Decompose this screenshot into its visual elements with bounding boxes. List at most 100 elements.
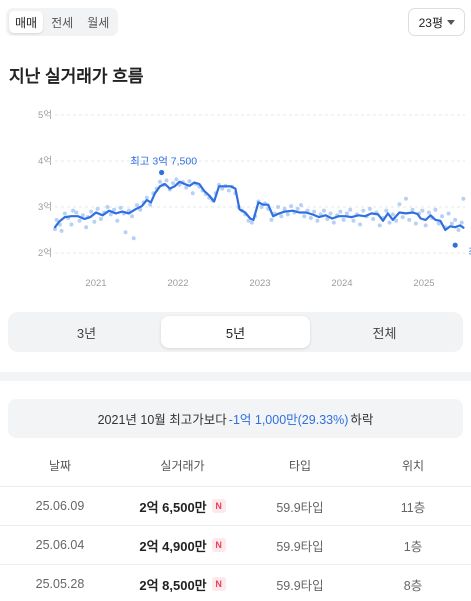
header-date: 날짜 xyxy=(48,458,72,473)
max-price-label: 최고 3억 7,500 xyxy=(130,156,197,168)
chart-grid xyxy=(55,114,465,254)
transaction-dot xyxy=(69,222,74,227)
tab-all[interactable]: 전체 xyxy=(372,325,397,341)
tab-sale[interactable]: 매매 xyxy=(9,11,44,33)
transaction-dot xyxy=(315,218,320,223)
deal-type-tabs: 매매 전세 월세 xyxy=(6,8,119,36)
table-row[interactable]: 25.05.28 2억 8,500만 N 59.9타입 8층 xyxy=(0,564,471,601)
transaction-dot xyxy=(433,207,438,212)
transaction-dot xyxy=(108,212,113,217)
transaction-dot xyxy=(302,214,307,219)
row-floor: 11층 xyxy=(400,500,426,515)
new-badge: N xyxy=(211,577,226,591)
y-tick-label: 2억 xyxy=(38,247,52,259)
transaction-dot xyxy=(282,206,287,211)
row-type: 59.9타입 xyxy=(276,500,324,515)
transaction-dot xyxy=(285,212,290,217)
transaction-dot xyxy=(220,186,225,191)
transaction-dots xyxy=(53,177,466,241)
transaction-dot xyxy=(453,217,458,222)
area-size-select[interactable]: 23평 xyxy=(407,8,465,36)
header-floor: 위치 xyxy=(401,458,425,473)
transaction-dot xyxy=(312,209,317,214)
transaction-dot xyxy=(461,196,466,201)
transaction-dot xyxy=(118,205,123,210)
y-tick-label: 3억 xyxy=(38,201,52,213)
header-price: 실거래가 xyxy=(120,457,245,474)
transaction-dot xyxy=(384,208,389,213)
price-trend-chart: 5억 4억 3억 2억 2021 2022 2023 2024 2025 최고 3억 7,50… xyxy=(38,109,471,289)
transaction-dot xyxy=(62,211,67,216)
transaction-dot xyxy=(361,208,366,213)
chevron-down-icon xyxy=(447,20,455,25)
transaction-dot xyxy=(184,185,189,190)
transaction-dot xyxy=(74,210,79,215)
table-row[interactable]: 25.06.04 2억 4,900만 N 59.9타입 1층 xyxy=(0,525,471,564)
transaction-dot xyxy=(77,218,82,223)
x-tick-label: 2025 xyxy=(413,278,434,289)
row-price-cell: 2억 4,900만 N xyxy=(120,536,245,555)
row-price-cell: 2억 6,500만 N xyxy=(120,497,245,516)
min-price-label: 최저 2억 1,700 xyxy=(468,246,471,258)
transaction-dot xyxy=(148,202,153,207)
transaction-dot xyxy=(459,220,464,225)
transaction-dot xyxy=(299,203,303,208)
summary-prefix: 2021년 10월 최고가보다 xyxy=(97,413,227,427)
transaction-dot xyxy=(397,202,402,207)
transaction-dot xyxy=(164,178,169,183)
row-type: 59.9타입 xyxy=(276,578,324,593)
tab-5-years[interactable]: 5년 xyxy=(161,316,310,348)
transaction-dot xyxy=(135,203,139,208)
table-row[interactable]: 25.06.09 2억 6,500만 N 59.9타입 11층 xyxy=(0,486,471,525)
row-date: 25.06.04 xyxy=(35,538,85,552)
transaction-dot xyxy=(246,218,251,223)
transaction-dot xyxy=(276,205,281,209)
transaction-dot xyxy=(394,218,399,223)
transaction-dot xyxy=(54,217,59,222)
transaction-dot xyxy=(295,206,300,211)
transaction-dot xyxy=(226,188,231,193)
transaction-dot xyxy=(351,218,356,223)
transaction-dot xyxy=(387,220,392,225)
x-tick-label: 2022 xyxy=(167,278,188,289)
header-price-label: 실거래가 xyxy=(160,458,205,473)
transaction-dot xyxy=(279,214,284,219)
area-size-label: 23평 xyxy=(418,15,443,30)
tab-monthly-rent[interactable]: 월세 xyxy=(87,15,110,30)
price-change-summary: 2021년 10월 최고가보다 -1억 1,000만(29.33%) 하락 xyxy=(8,399,463,438)
transaction-dot xyxy=(187,179,192,184)
table-header: 날짜 실거래가 타입 위치 xyxy=(0,452,471,478)
tab-jeonse[interactable]: 전세 xyxy=(51,15,74,30)
transaction-dot xyxy=(358,222,363,227)
transaction-dot xyxy=(348,207,353,212)
transaction-dot xyxy=(344,211,349,216)
transaction-dot xyxy=(413,221,418,226)
period-tabs: 3년 5년 전체 xyxy=(8,312,463,352)
trend-line xyxy=(53,180,465,232)
transaction-dot xyxy=(84,225,89,230)
transaction-dot xyxy=(171,181,176,186)
transaction-dot xyxy=(130,214,135,219)
highlight-layer: 최고 3억 7,500 최저 2억 1,700 xyxy=(130,156,471,259)
transaction-dot xyxy=(436,221,441,226)
transaction-dot xyxy=(249,220,254,225)
summary-diff: -1억 1,000만(29.33%) xyxy=(228,413,349,427)
transaction-dot xyxy=(259,205,264,209)
transaction-dot xyxy=(59,228,64,233)
transaction-dot xyxy=(71,208,76,213)
transaction-dot xyxy=(338,209,343,214)
transaction-dot xyxy=(131,236,136,241)
transaction-dot xyxy=(367,206,372,211)
row-floor: 8층 xyxy=(403,578,423,593)
row-price-cell: 2억 8,500만 N xyxy=(120,575,245,594)
transaction-dot xyxy=(144,195,149,200)
new-badge: N xyxy=(211,538,226,552)
transaction-dot xyxy=(89,209,94,214)
section-title: 지난 실거래가 흐름 xyxy=(9,67,144,86)
transaction-dot xyxy=(341,217,346,222)
transaction-dot xyxy=(371,216,376,221)
row-price: 2억 4,900만 xyxy=(139,538,207,554)
tab-3-years[interactable]: 3년 xyxy=(76,325,97,341)
row-price: 2억 8,500만 xyxy=(139,577,207,593)
transaction-dot xyxy=(440,214,445,219)
